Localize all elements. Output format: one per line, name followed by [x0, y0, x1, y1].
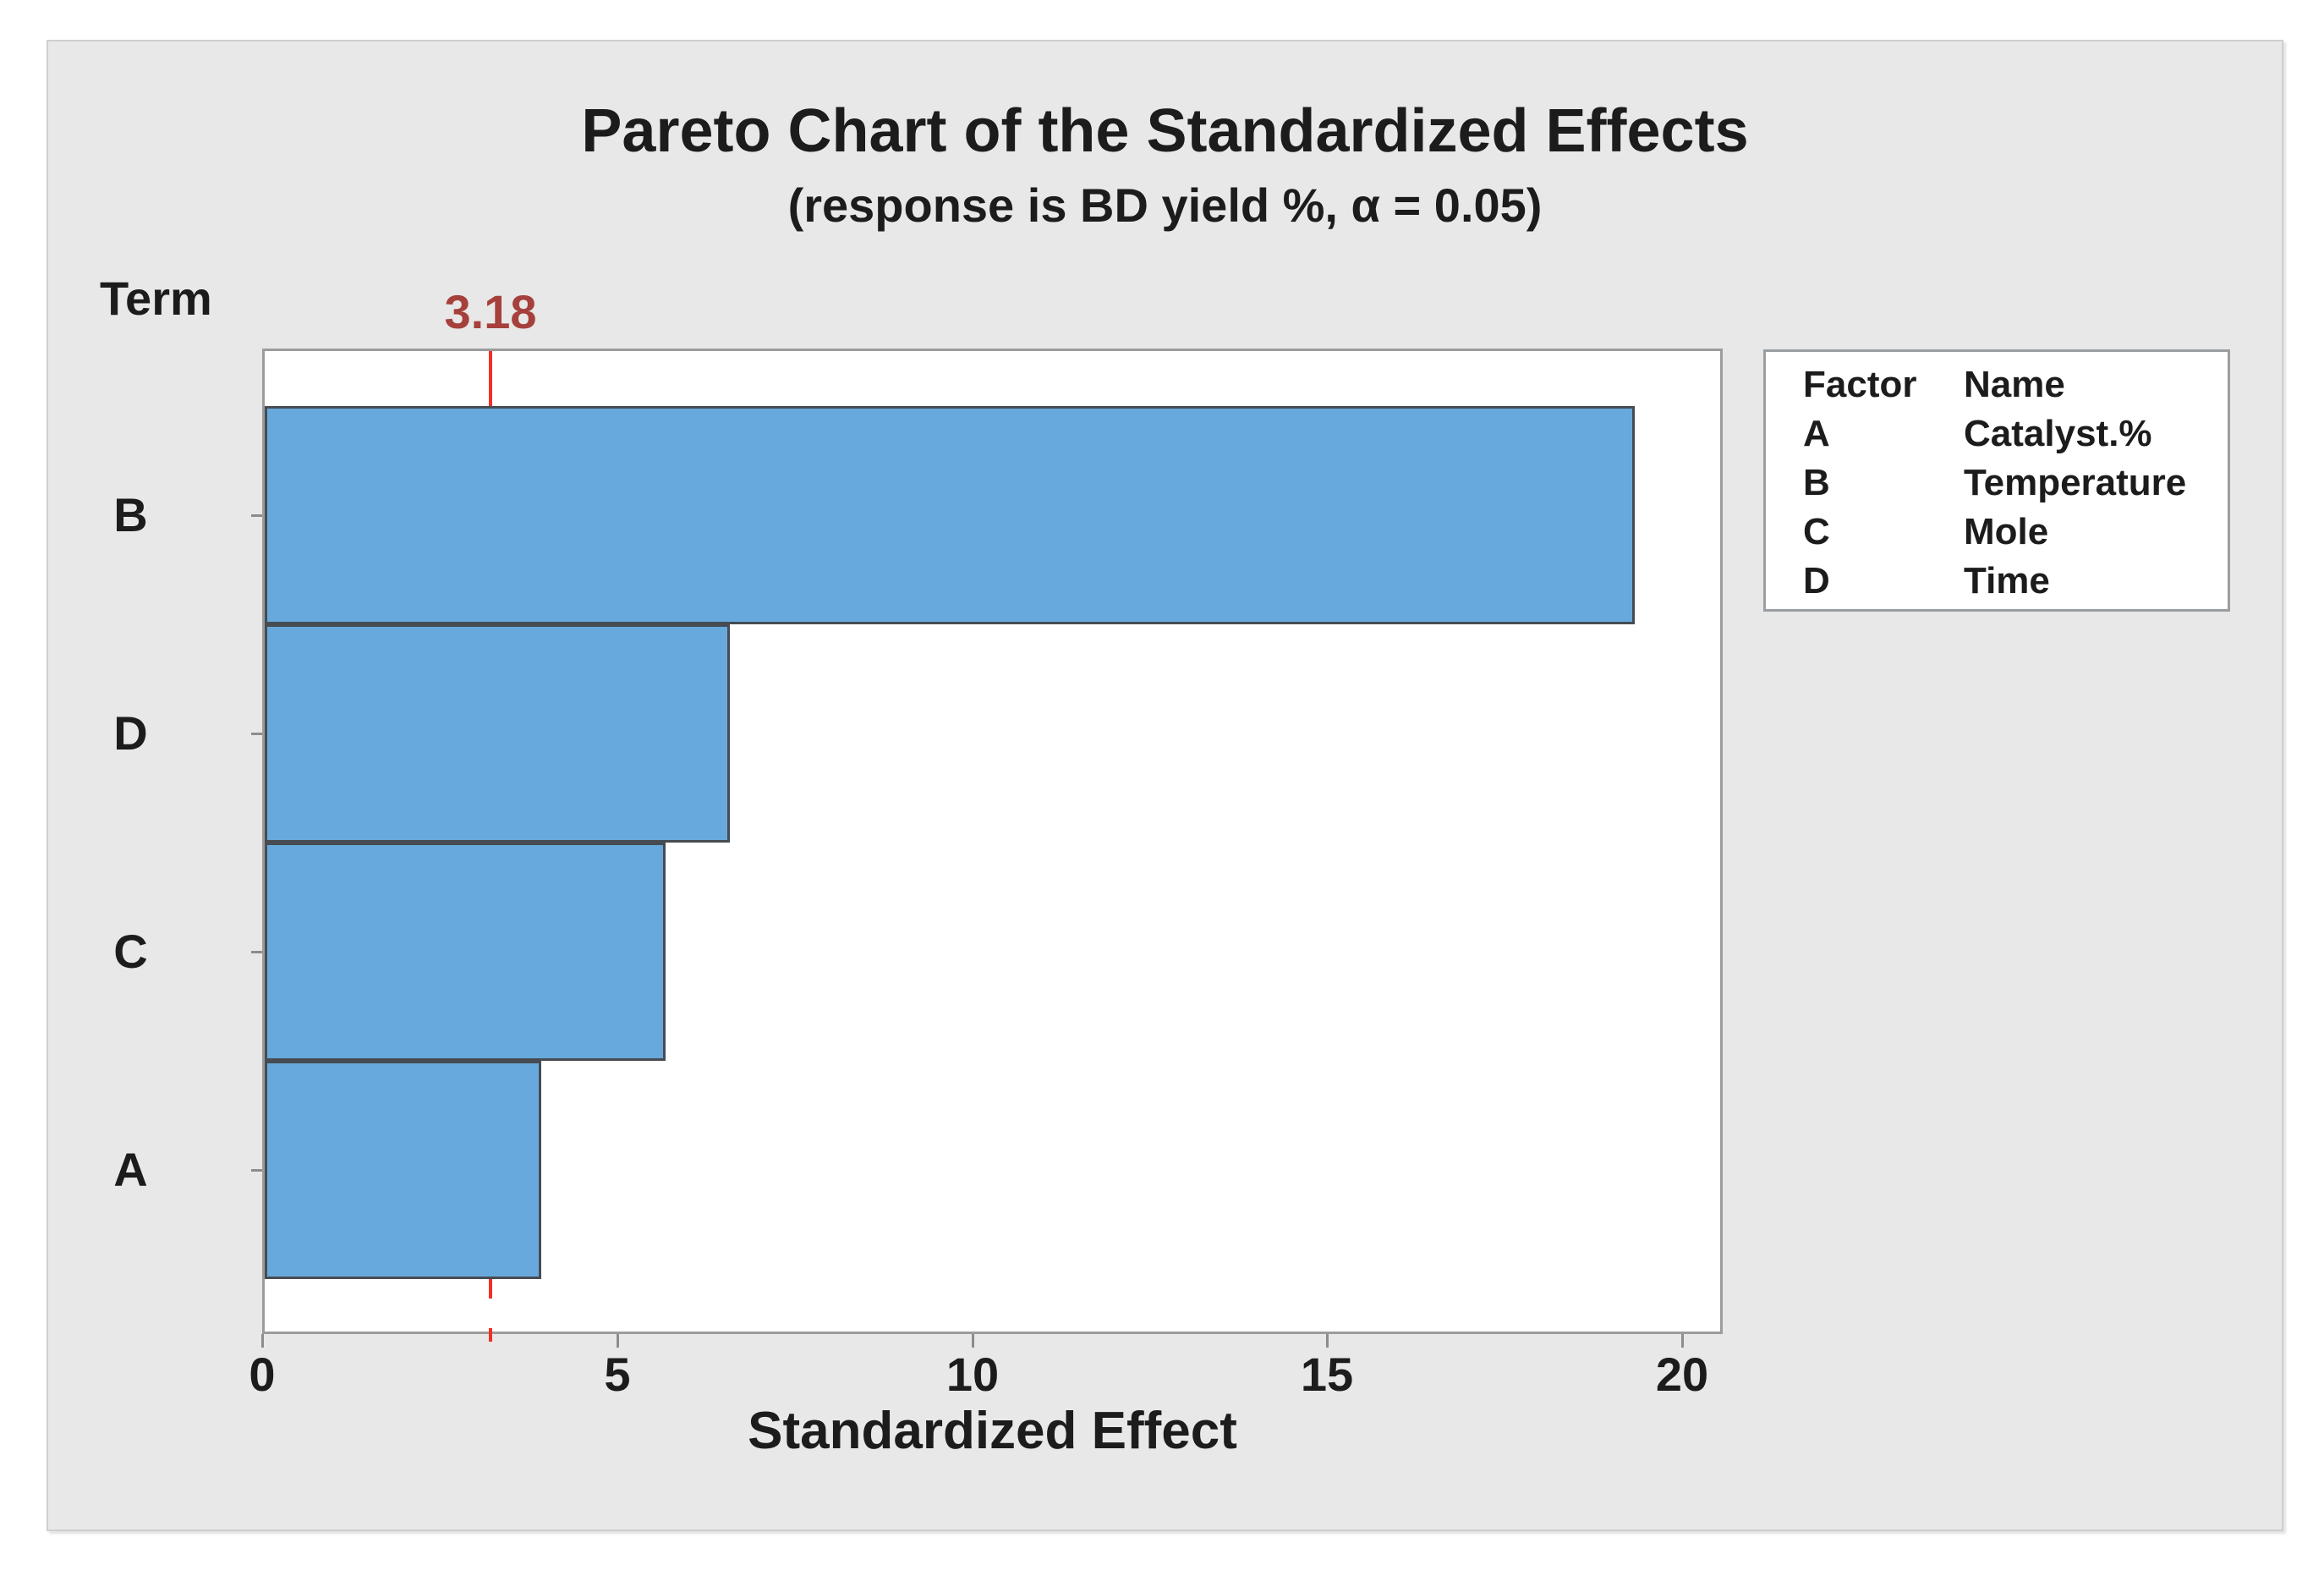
y-tick-A: [251, 1169, 262, 1172]
legend-header-row: Factor Name: [1803, 360, 2228, 409]
bar-B: [265, 406, 1635, 624]
category-label-A: A: [113, 1143, 148, 1196]
legend-factor-name: Time: [1964, 560, 2050, 601]
x-tick-label: 5: [604, 1348, 631, 1401]
legend-row-C: C Mole: [1803, 508, 2228, 557]
x-tick: [1326, 1334, 1329, 1348]
x-tick-label: 15: [1300, 1348, 1354, 1401]
legend-factor-code: A: [1803, 413, 1830, 454]
legend-row-D: D Time: [1803, 557, 2228, 606]
x-tick: [972, 1334, 974, 1348]
legend-factor-code: D: [1803, 560, 1830, 601]
x-axis-tick-labels: 0 5 10 15 20: [249, 1347, 1723, 1401]
legend-factor-name: Mole: [1964, 511, 2049, 552]
bar-D: [265, 624, 730, 843]
x-tick-label: 0: [249, 1348, 276, 1401]
x-axis-ticks: [261, 1334, 1723, 1348]
category-label-D: D: [113, 706, 148, 760]
legend-header-name: Name: [1964, 364, 2065, 405]
legend-row-B: B Temperature: [1803, 459, 2228, 508]
category-label-C: C: [113, 925, 148, 978]
y-tick-B: [251, 514, 262, 517]
y-tick-C: [251, 951, 262, 953]
category-label-B: B: [113, 488, 148, 541]
x-tick: [1681, 1334, 1684, 1348]
x-tick-label: 20: [1655, 1348, 1709, 1401]
legend-factor-name: Catalyst.%: [1964, 413, 2152, 454]
y-axis-title: Term: [100, 272, 212, 325]
bar-A: [265, 1061, 541, 1279]
x-tick: [617, 1334, 619, 1348]
chart-title: Pareto Chart of the Standardized Effects: [581, 97, 1749, 165]
reference-line-label: 3.18: [444, 285, 537, 338]
legend-factor-code: C: [1803, 511, 1830, 552]
plot-area: [251, 349, 1723, 1342]
x-axis-title: Standardized Effect: [748, 1402, 1237, 1460]
legend-header-factor: Factor: [1803, 364, 1917, 405]
factor-legend: Factor Name A Catalyst.% B Temperature C Mol…: [1763, 349, 2230, 612]
bar-C: [265, 843, 666, 1061]
chart-subtitle: (response is BD yield %, α = 0.05): [787, 178, 1543, 232]
x-tick: [261, 1334, 264, 1348]
x-tick-label: 10: [945, 1348, 1000, 1401]
y-tick-D: [251, 733, 262, 735]
legend-row-A: A Catalyst.%: [1803, 409, 2228, 459]
legend-factor-name: Temperature: [1964, 462, 2187, 503]
legend-factor-code: B: [1803, 462, 1830, 503]
